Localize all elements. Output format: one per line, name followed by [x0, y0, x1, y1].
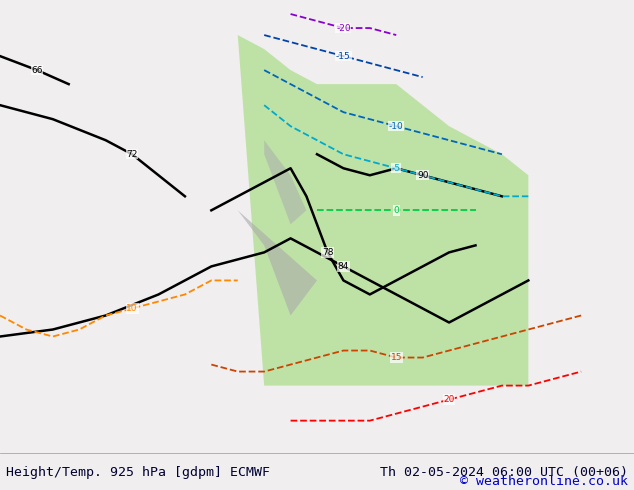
Text: 66: 66: [31, 66, 42, 74]
Polygon shape: [238, 35, 528, 386]
Text: Height/Temp. 925 hPa [gdpm] ECMWF: Height/Temp. 925 hPa [gdpm] ECMWF: [6, 466, 270, 479]
Text: 90: 90: [417, 171, 429, 180]
Polygon shape: [264, 140, 306, 224]
Text: 20: 20: [443, 395, 455, 404]
Text: Th 02-05-2024 06:00 UTC (00+06): Th 02-05-2024 06:00 UTC (00+06): [380, 466, 628, 479]
Text: -5: -5: [392, 164, 401, 173]
Text: 0: 0: [393, 206, 399, 215]
Text: -20: -20: [336, 24, 351, 32]
Text: 72: 72: [126, 150, 138, 159]
Polygon shape: [238, 210, 317, 316]
Text: 84: 84: [338, 262, 349, 271]
Text: -10: -10: [389, 122, 404, 131]
Text: 78: 78: [322, 248, 333, 257]
Text: 10: 10: [126, 304, 138, 313]
Text: -15: -15: [336, 51, 351, 61]
Text: © weatheronline.co.uk: © weatheronline.co.uk: [460, 475, 628, 488]
Text: 15: 15: [391, 353, 402, 362]
